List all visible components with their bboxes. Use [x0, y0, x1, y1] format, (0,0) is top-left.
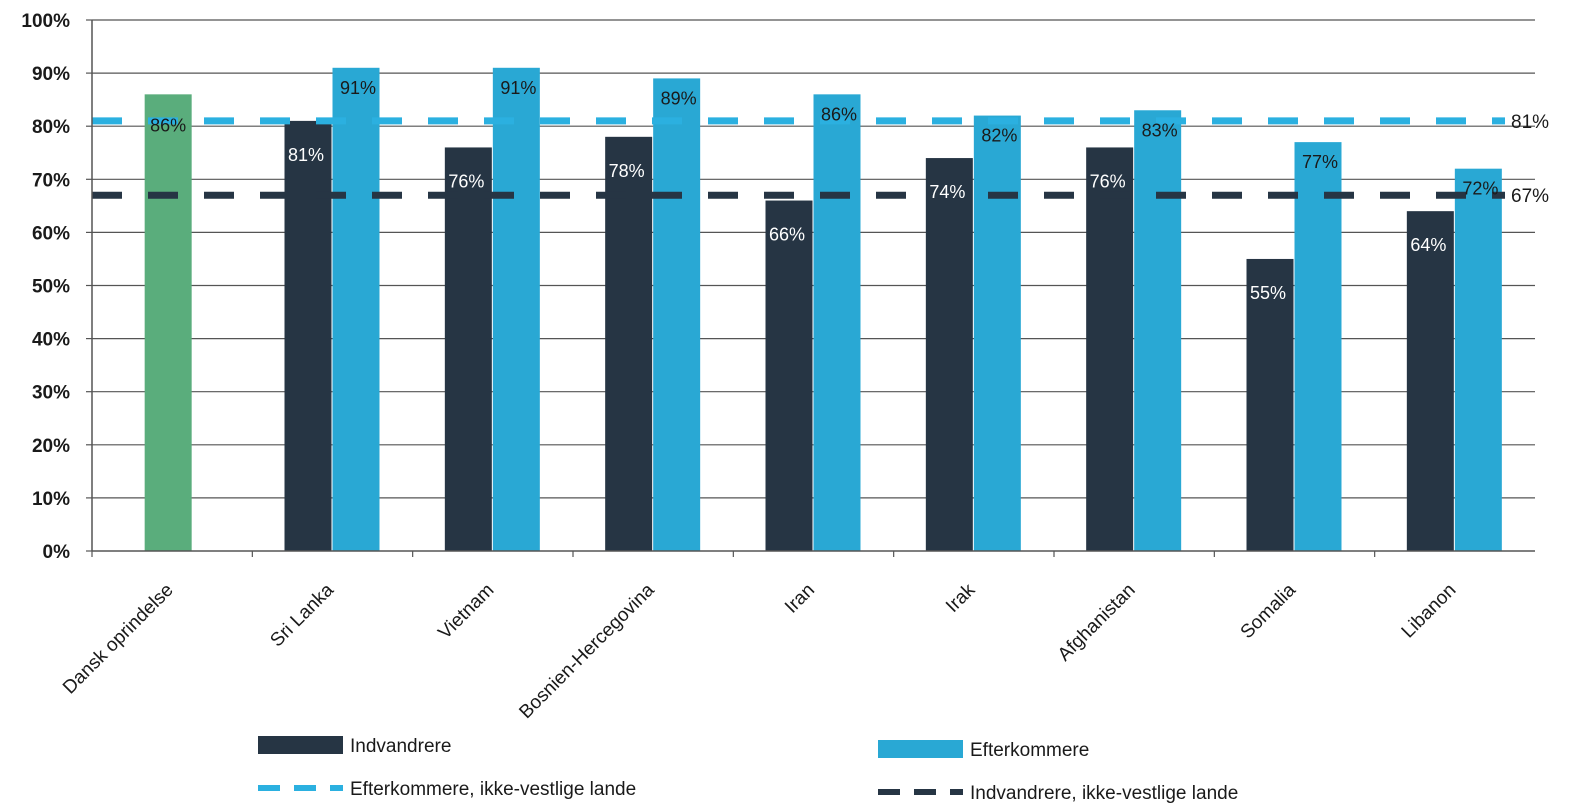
data-label: 86% — [150, 115, 186, 135]
x-category-label: Somalia — [1237, 579, 1301, 643]
legend-label: Efterkommere, ikke-vestlige lande — [350, 779, 636, 800]
y-tick-label: 50% — [32, 277, 70, 298]
data-label: 91% — [500, 78, 536, 98]
y-tick-label: 90% — [32, 64, 70, 85]
data-label: 83% — [1142, 120, 1178, 140]
y-tick-label: 40% — [32, 330, 70, 351]
y-tick-label: 60% — [32, 223, 70, 244]
reference-line-label: 67% — [1511, 186, 1549, 207]
data-label: 74% — [929, 182, 965, 202]
bar-indvandrere — [1406, 211, 1454, 551]
data-label: 76% — [1090, 171, 1126, 191]
x-category-label: Bosnien-Hercegovina — [515, 579, 659, 723]
axes — [91, 20, 1535, 557]
bar-efterkommere — [813, 94, 861, 551]
legend: Indvandrere Efterkommere Efterkommere, ikk… — [258, 736, 1238, 804]
y-axis-ticks: 0% 10% 20% 30% 40% 50% 60% 70% 80% 90% 100% — [21, 11, 92, 563]
bar-efterkommere — [492, 67, 540, 551]
data-label: 72% — [1462, 179, 1498, 199]
bar-dansk — [144, 94, 192, 551]
y-tick-label: 20% — [32, 436, 70, 457]
bar-efterkommere — [653, 78, 701, 551]
bar-efterkommere — [1294, 142, 1342, 551]
y-tick-label: 30% — [32, 383, 70, 404]
data-label: 81% — [288, 145, 324, 165]
x-category-label: Vietnam — [434, 580, 498, 644]
data-label: 77% — [1302, 152, 1338, 172]
data-label: 66% — [769, 225, 805, 245]
legend-label: Indvandrere — [350, 736, 451, 757]
x-axis-categories: Dansk oprindelse Sri Lanka Vietnam Bosnien-… — [59, 579, 1460, 723]
bar-indvandrere — [1086, 147, 1134, 551]
x-category-label: Iran — [781, 580, 819, 618]
legend-label: Efterkommere — [970, 740, 1089, 761]
data-label: 55% — [1250, 283, 1286, 303]
x-category-label: Irak — [942, 579, 980, 617]
bars — [144, 67, 1502, 552]
bar-indvandrere — [284, 120, 332, 551]
y-tick-label: 70% — [32, 170, 70, 191]
legend-label: Indvandrere, ikke-vestlige lande — [970, 783, 1238, 804]
bar-indvandrere — [925, 158, 973, 551]
x-category-label: Afghanistan — [1054, 580, 1140, 666]
y-tick-label: 0% — [43, 542, 71, 563]
x-category-label: Dansk oprindelse — [59, 580, 178, 699]
bar-indvandrere — [444, 147, 492, 551]
x-category-label: Libanon — [1398, 580, 1461, 643]
data-labels: 86% 81% 91% 76% 91% 78% 89% 66% 86% 74% 82% 76% 83% 5… — [150, 78, 1498, 303]
data-label: 82% — [981, 126, 1017, 146]
reference-line-label: 81% — [1511, 112, 1549, 133]
bar-indvandrere — [765, 200, 813, 552]
data-label: 76% — [448, 171, 484, 191]
bar-efterkommere — [1454, 168, 1502, 551]
bar-indvandrere — [605, 136, 653, 551]
data-label: 86% — [821, 104, 857, 124]
data-label: 91% — [340, 78, 376, 98]
y-tick-label: 10% — [32, 489, 70, 510]
legend-swatch-efterkommere — [878, 740, 963, 758]
y-tick-label: 100% — [21, 11, 70, 32]
bar-efterkommere — [973, 115, 1021, 551]
data-label: 78% — [609, 161, 645, 181]
data-label: 64% — [1410, 235, 1446, 255]
bar-efterkommere — [332, 67, 380, 551]
data-label: 89% — [661, 88, 697, 108]
y-tick-label: 80% — [32, 117, 70, 138]
bar-indvandrere — [1246, 258, 1294, 551]
reference-lines: 81% 67% — [92, 112, 1549, 207]
x-category-label: Sri Lanka — [266, 579, 338, 651]
legend-swatch-indvandrere — [258, 736, 343, 754]
bar-efterkommere — [1134, 110, 1182, 552]
